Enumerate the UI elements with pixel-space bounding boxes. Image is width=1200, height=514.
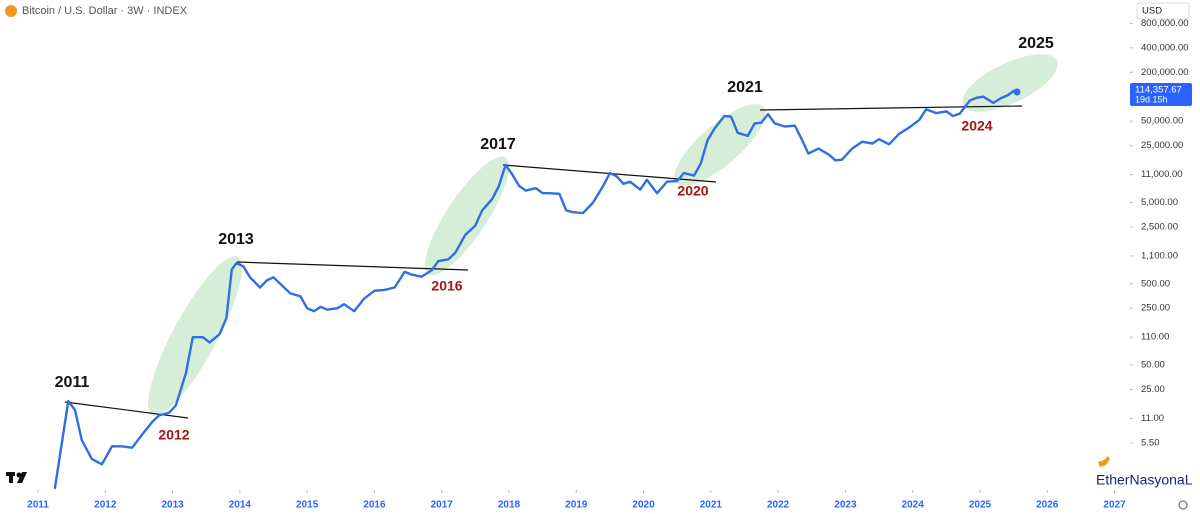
x-tick-label: 2023: [834, 500, 857, 511]
y-tick-label: 110.00: [1141, 332, 1169, 343]
x-tick-label: 2014: [229, 500, 252, 511]
ellipse: [424, 156, 510, 276]
y-tick-label: 5,000.00: [1141, 197, 1178, 208]
settings-icon[interactable]: [1178, 500, 1188, 510]
y-tick-label: 500.00: [1141, 278, 1170, 289]
annotation: 2016: [431, 278, 462, 294]
x-tick-label: 2024: [902, 500, 925, 511]
y-tick-label: 250.00: [1141, 303, 1170, 314]
header: Bitcoin / U.S. Dollar · 3W · INDEX: [5, 5, 188, 17]
x-tick-label: 2019: [565, 500, 588, 511]
y-tick-label: 5.50: [1141, 437, 1160, 448]
trend-line: [759, 105, 1023, 111]
trend-line: [64, 401, 189, 419]
currency[interactable]: USD: [1142, 6, 1162, 17]
x-tick-label: 2021: [700, 500, 723, 511]
y-tick-label: 50.00: [1141, 360, 1165, 371]
annotation: 2025: [1018, 35, 1054, 52]
x-tick-label: 2020: [632, 500, 655, 511]
annotation: 2013: [218, 231, 254, 248]
countdown: 19d 15h: [1135, 94, 1168, 104]
annotation: 2017: [480, 136, 516, 153]
chart-title: Bitcoin / U.S. Dollar · 3W · INDEX: [22, 5, 188, 17]
x-tick-label: 2012: [94, 500, 117, 511]
y-tick-label: 2,500.00: [1141, 221, 1178, 232]
y-tick-label: 1,100.00: [1141, 250, 1178, 261]
x-tick-label: 2025: [969, 500, 992, 511]
trend-line: [236, 261, 469, 271]
currency-box[interactable]: [1136, 2, 1190, 20]
y-tick-label: 50,000.00: [1141, 116, 1183, 127]
tv-logo: [6, 472, 27, 483]
ellipse: [674, 104, 766, 186]
annotation: 2012: [158, 427, 189, 443]
y-tick-label: 11,000.00: [1141, 169, 1183, 180]
price-label-box: [1130, 83, 1192, 107]
x-tick-label: 2022: [767, 500, 790, 511]
annotation: 2024: [961, 118, 992, 134]
watermark-bird: [1098, 456, 1110, 467]
x-tick-label: 2026: [1036, 500, 1059, 511]
x-tick-label: 2015: [296, 500, 319, 511]
y-tick-label: 200,000.00: [1141, 67, 1189, 78]
x-tick-label: 2017: [431, 500, 454, 511]
highlights: [64, 54, 1058, 419]
y-tick-label: 25,000.00: [1141, 140, 1183, 151]
watermark: EtherNasyonaL: [1096, 472, 1193, 488]
x-tick-label: 2013: [161, 500, 184, 511]
y-tick-label: 400,000.00: [1141, 42, 1189, 53]
price-line: [53, 89, 1018, 489]
x-tick-label: 2027: [1103, 500, 1126, 511]
y-tick-label: 11.00: [1141, 413, 1164, 424]
annotation: 2021: [727, 79, 763, 96]
x-tick-label: 2016: [363, 500, 386, 511]
ellipse: [962, 54, 1058, 112]
annotations: 2011 2012 2013 2016 2017 2020 2021 2024 …: [55, 35, 1054, 442]
coin-icon: [5, 5, 17, 17]
plot: [53, 88, 1021, 489]
annotation: 2011: [55, 374, 90, 391]
annotation: 2020: [677, 183, 708, 199]
x-tick-label: 2018: [498, 500, 521, 511]
x-tick-label: 2011: [27, 500, 49, 511]
last-point: [1013, 88, 1021, 96]
y-tick-label: 800,000.00: [1141, 18, 1189, 29]
price-label: 114,357.67: [1135, 85, 1182, 96]
y-tick-label: 25.00: [1141, 384, 1165, 395]
